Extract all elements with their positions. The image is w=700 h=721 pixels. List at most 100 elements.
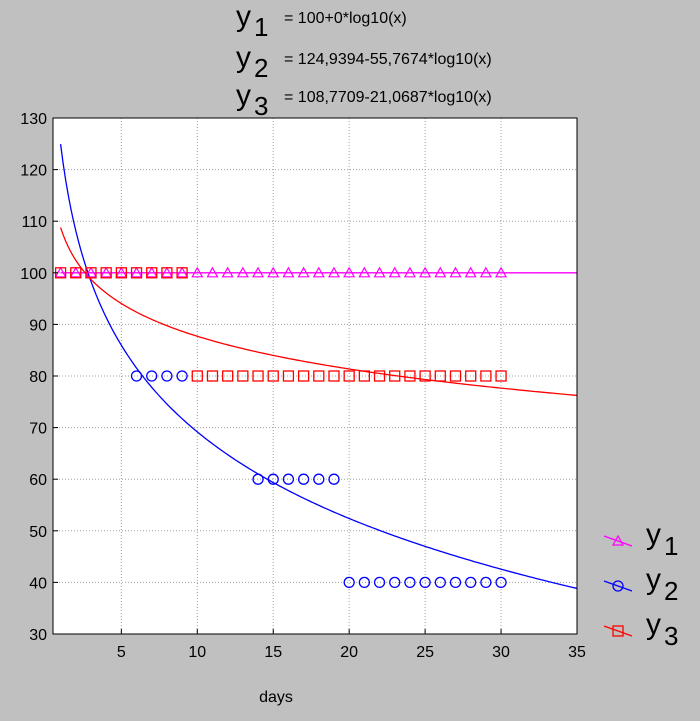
data-point-y2 [373, 576, 386, 589]
y-tick-label: 120 [20, 163, 47, 180]
data-point-y2 [146, 370, 158, 382]
data-point-y1 [221, 266, 234, 278]
data-point-y3 [282, 370, 295, 382]
y-tick-label: 90 [29, 317, 47, 334]
x-tick-label: 25 [416, 644, 434, 661]
y-tick-label: 110 [21, 214, 47, 231]
legend-label: y [646, 563, 661, 596]
data-point-y2 [313, 473, 325, 485]
equation-y1: y 1 = 100+0*log10(x) [236, 0, 407, 42]
data-point-y3 [237, 370, 249, 382]
data-point-y1 [419, 266, 432, 278]
data-point-y3 [313, 370, 325, 382]
data-point-y3 [480, 370, 492, 382]
data-point-y1 [297, 266, 310, 278]
data-point-y3 [373, 370, 386, 382]
data-point-y3 [495, 370, 507, 382]
data-point-y3 [191, 370, 203, 382]
data-point-y1 [145, 266, 158, 278]
y-tick-label: 60 [29, 472, 47, 489]
data-point-y2 [252, 473, 264, 485]
x-axis-label: days [259, 689, 293, 706]
data-point-y2 [358, 576, 371, 589]
data-point-y2 [282, 473, 295, 485]
data-point-y1 [84, 266, 97, 278]
data-point-y1 [495, 266, 508, 278]
data-point-y3 [434, 370, 446, 382]
data-point-y1 [54, 266, 67, 278]
data-point-y1 [252, 266, 265, 278]
data-point-y3 [465, 370, 477, 382]
data-point-y3 [419, 370, 431, 382]
data-point-y2 [130, 370, 143, 382]
data-point-y1 [479, 266, 492, 278]
equation-text: = 100+0*log10(x) [284, 10, 407, 27]
data-point-y1 [358, 266, 371, 278]
data-point-y3 [161, 267, 173, 279]
x-tick-label: 35 [568, 644, 586, 661]
x-tick-label: 15 [264, 644, 282, 661]
equation-subscript: 3 [254, 91, 268, 121]
legend-label: y [646, 518, 661, 551]
data-point-y3 [358, 370, 371, 382]
legend-label: y [646, 608, 661, 641]
data-point-y2 [389, 576, 401, 589]
legend-subscript: 2 [664, 576, 678, 606]
data-point-y1 [403, 266, 416, 278]
data-point-y2 [434, 576, 446, 589]
data-point-y3 [328, 370, 340, 382]
data-point-y2 [343, 576, 355, 589]
data-point-y1 [160, 266, 173, 278]
data-markers [54, 266, 508, 589]
data-point-y3 [85, 267, 97, 279]
y-tick-label: 50 [29, 524, 47, 541]
data-point-y1 [176, 266, 189, 278]
axes: 5 10 15 20 25 30 35 30 40 50 60 70 80 90 100 110 120 130 [20, 111, 586, 661]
legend-subscript: 1 [664, 531, 678, 561]
data-point-y1 [206, 266, 219, 278]
equation-block: y 1 = 100+0*log10(x) y 2 = 124,9394-55,7674*l… [236, 0, 492, 121]
legend-marker [612, 625, 624, 637]
legend-line [603, 535, 633, 547]
data-point-y3 [252, 370, 264, 382]
data-point-y1 [449, 266, 462, 278]
data-point-y1 [312, 266, 325, 278]
legend-line [603, 625, 633, 637]
data-point-y2 [404, 576, 416, 589]
data-point-y1 [388, 266, 401, 278]
data-point-y2 [297, 473, 310, 485]
data-point-y1 [191, 266, 204, 278]
y-tick-label: 130 [20, 111, 47, 128]
fit-line-y2 [59, 144, 578, 590]
data-point-y3 [222, 370, 234, 382]
data-point-y3 [343, 370, 355, 382]
data-point-y1 [115, 266, 128, 278]
data-point-y3 [267, 370, 279, 382]
equation-y2: y 2 = 124,9394-55,7674*log10(x) [236, 41, 492, 83]
data-point-y1 [434, 266, 447, 278]
data-point-y2 [328, 473, 340, 485]
data-point-y3 [146, 267, 158, 279]
y-tick-label: 80 [29, 369, 47, 386]
equation-text: = 108,7709-21,0687*log10(x) [284, 89, 492, 106]
data-point-y2 [267, 473, 279, 485]
equation-var: y [236, 41, 251, 74]
equation-subscript: 1 [254, 12, 268, 42]
data-point-y1 [282, 266, 295, 278]
data-point-y1 [69, 266, 82, 278]
data-point-y2 [176, 370, 188, 382]
data-point-y1 [373, 266, 386, 278]
x-tick-label: 20 [340, 644, 358, 661]
equation-text: = 124,9394-55,7674*log10(x) [284, 51, 492, 68]
data-point-y2 [495, 576, 507, 589]
data-point-y2 [480, 576, 492, 589]
data-point-y2 [449, 576, 462, 589]
data-point-y3 [115, 267, 127, 279]
equation-subscript: 2 [254, 53, 268, 83]
legend-subscript: 3 [664, 621, 678, 651]
data-point-y1 [343, 266, 356, 278]
